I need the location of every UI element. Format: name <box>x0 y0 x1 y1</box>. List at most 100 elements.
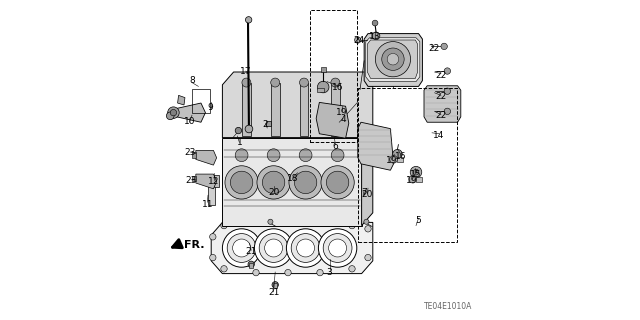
Circle shape <box>331 78 340 87</box>
Circle shape <box>210 254 216 261</box>
Polygon shape <box>367 40 418 78</box>
Text: 10: 10 <box>184 117 195 126</box>
Polygon shape <box>172 103 205 122</box>
Polygon shape <box>424 86 461 122</box>
Circle shape <box>297 239 315 257</box>
Circle shape <box>444 88 451 94</box>
Polygon shape <box>362 125 372 226</box>
Text: 6: 6 <box>333 142 338 151</box>
Polygon shape <box>223 138 362 226</box>
Circle shape <box>387 53 399 65</box>
Circle shape <box>365 254 371 261</box>
Circle shape <box>227 234 256 262</box>
Text: 1: 1 <box>237 138 242 147</box>
Circle shape <box>372 20 378 26</box>
Text: 19: 19 <box>387 156 397 165</box>
Circle shape <box>375 42 411 77</box>
Text: 14: 14 <box>433 131 445 140</box>
Bar <box>273 283 277 288</box>
Text: 19: 19 <box>336 108 348 117</box>
Bar <box>192 152 196 158</box>
Circle shape <box>441 43 447 50</box>
Circle shape <box>323 234 352 262</box>
Circle shape <box>300 149 312 162</box>
Circle shape <box>349 266 355 272</box>
Circle shape <box>381 48 404 70</box>
Polygon shape <box>366 38 420 82</box>
Text: 13: 13 <box>369 32 381 41</box>
Circle shape <box>326 171 349 194</box>
Circle shape <box>294 171 317 194</box>
Circle shape <box>236 127 242 134</box>
Text: 22: 22 <box>435 92 447 101</box>
Polygon shape <box>178 95 185 105</box>
Circle shape <box>225 166 259 199</box>
Bar <box>397 157 403 162</box>
Bar <box>266 121 271 126</box>
Circle shape <box>291 234 320 262</box>
Text: 23: 23 <box>185 148 196 157</box>
Circle shape <box>170 109 177 116</box>
Circle shape <box>393 149 403 159</box>
Circle shape <box>271 78 280 87</box>
Circle shape <box>285 269 291 276</box>
Circle shape <box>413 169 419 175</box>
Circle shape <box>223 229 261 267</box>
Text: TE04E1010A: TE04E1010A <box>424 302 472 311</box>
Circle shape <box>236 149 248 162</box>
Bar <box>192 89 210 113</box>
Circle shape <box>365 226 371 232</box>
Text: 20: 20 <box>268 188 279 197</box>
Bar <box>208 177 215 205</box>
Circle shape <box>259 234 288 262</box>
Circle shape <box>332 149 344 162</box>
Bar <box>192 176 196 181</box>
Circle shape <box>246 17 252 23</box>
Text: 23: 23 <box>186 176 197 185</box>
Circle shape <box>329 239 347 257</box>
Circle shape <box>444 68 451 74</box>
Circle shape <box>248 261 254 268</box>
Text: 12: 12 <box>208 177 220 186</box>
Circle shape <box>287 229 325 267</box>
Text: 22: 22 <box>435 111 447 120</box>
Bar <box>249 263 253 268</box>
Circle shape <box>166 112 174 120</box>
Bar <box>242 83 251 136</box>
Circle shape <box>300 78 308 87</box>
Bar <box>317 88 324 92</box>
Text: 22: 22 <box>435 71 447 80</box>
Circle shape <box>372 32 380 40</box>
Text: 22: 22 <box>428 44 439 53</box>
Circle shape <box>319 229 357 267</box>
Text: 8: 8 <box>189 76 195 85</box>
Circle shape <box>321 166 355 199</box>
Circle shape <box>355 37 361 43</box>
Circle shape <box>255 229 293 267</box>
Bar <box>300 83 308 136</box>
Circle shape <box>253 269 259 276</box>
Bar <box>331 83 340 136</box>
Text: 7: 7 <box>362 188 367 197</box>
Text: FR.: FR. <box>184 240 205 251</box>
Circle shape <box>262 171 285 194</box>
Circle shape <box>242 78 251 87</box>
Text: 15: 15 <box>410 170 421 179</box>
Circle shape <box>349 222 355 229</box>
Circle shape <box>233 239 251 257</box>
Text: 18: 18 <box>287 174 298 183</box>
Bar <box>358 88 457 242</box>
Polygon shape <box>196 174 216 189</box>
Text: 11: 11 <box>202 200 213 209</box>
Text: 16: 16 <box>395 152 406 161</box>
Circle shape <box>410 166 422 178</box>
Circle shape <box>245 125 253 133</box>
Circle shape <box>230 171 253 194</box>
Circle shape <box>268 219 273 224</box>
Polygon shape <box>211 222 372 274</box>
Text: 4: 4 <box>340 115 346 124</box>
Text: 3: 3 <box>327 268 332 277</box>
Text: 21: 21 <box>268 288 279 297</box>
Polygon shape <box>358 122 394 170</box>
Text: 20: 20 <box>362 190 373 199</box>
